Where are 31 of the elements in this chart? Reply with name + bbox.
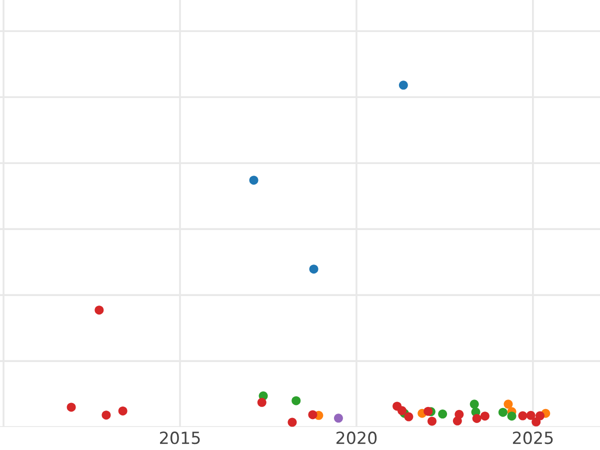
- point: [424, 406, 433, 416]
- point: [398, 80, 408, 90]
- point: [480, 412, 490, 421]
- point: [292, 396, 301, 406]
- point: [498, 408, 508, 417]
- point: [518, 411, 528, 420]
- point: [288, 418, 297, 427]
- point: [398, 406, 406, 416]
- point: [454, 410, 464, 419]
- point: [536, 411, 544, 420]
- point: [438, 410, 448, 419]
- point: [526, 410, 536, 420]
- point: [334, 414, 343, 423]
- point: [308, 410, 318, 420]
- point: [404, 412, 414, 422]
- point: [532, 417, 541, 426]
- point: [66, 402, 76, 412]
- point: [118, 406, 128, 416]
- point: [472, 414, 482, 424]
- point: [249, 176, 258, 185]
- point: [257, 398, 266, 407]
- point: [470, 400, 479, 409]
- point: [428, 416, 436, 426]
- point: [507, 412, 516, 421]
- x-tick-label: 2025: [512, 432, 553, 444]
- x-tick-label: 2015: [160, 432, 200, 444]
- point: [504, 400, 513, 409]
- point: [309, 264, 318, 274]
- point: [94, 306, 104, 315]
- point: [102, 410, 111, 420]
- x-tick-label: 2020: [336, 432, 377, 444]
